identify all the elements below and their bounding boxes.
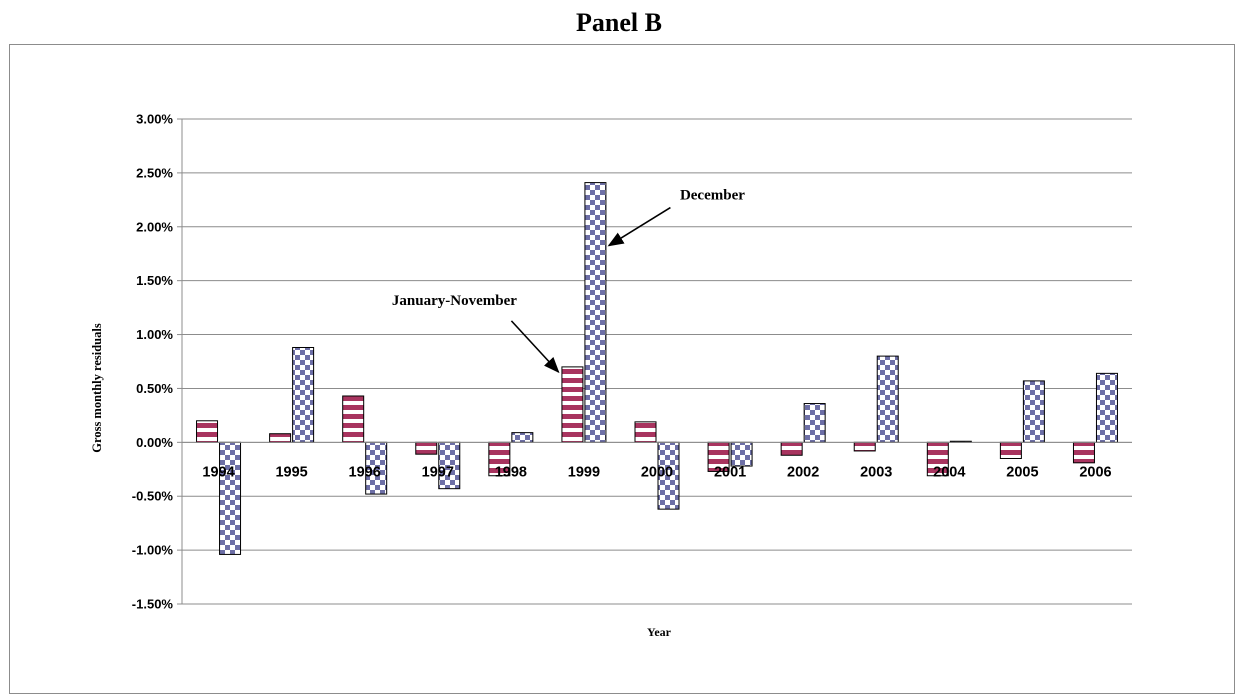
bar-december-2001 — [730, 441, 753, 467]
x-tick-label: 2005 — [1006, 464, 1038, 480]
bar-jan-nov-2002 — [780, 441, 803, 456]
bar-december-2005 — [1022, 380, 1045, 443]
bar-december-1994 — [219, 441, 242, 555]
y-tick-label: 2.50% — [136, 165, 173, 180]
bar-december-1998 — [511, 432, 534, 443]
bar-jan-nov-1996 — [342, 395, 365, 443]
bar-december-2002 — [803, 403, 826, 443]
bar-december-2003 — [876, 355, 899, 443]
x-tick-label: 2006 — [1079, 464, 1111, 480]
y-tick-label: 0.50% — [136, 381, 173, 396]
gridlines — [177, 118, 1132, 605]
x-tick-label: 2001 — [714, 464, 746, 480]
chart-title: Panel B — [576, 8, 662, 37]
tick-labels: -1.50% -1.00% -0.50% 0.00% 0.50% 1.00% 1.50% 2.… — [132, 112, 1112, 612]
annotation-label: December — [680, 188, 745, 204]
annotations: December January-November — [392, 188, 745, 374]
bar-jan-nov-2005 — [999, 441, 1022, 460]
bar-jan-nov-2003 — [853, 441, 876, 452]
bar-jan-nov-1999 — [561, 366, 584, 443]
y-tick-label: 1.50% — [136, 273, 173, 288]
x-tick-label: 1999 — [568, 464, 600, 480]
bar-jan-nov-1995 — [269, 433, 292, 443]
y-axis-title: Gross monthly residuals — [90, 323, 104, 453]
x-tick-label: 2000 — [641, 464, 673, 480]
y-tick-label: 1.00% — [136, 327, 173, 342]
bar-december-2006 — [1095, 372, 1118, 443]
x-tick-label: 2003 — [860, 464, 892, 480]
bar-jan-nov-2006 — [1072, 441, 1095, 464]
y-tick-label: -1.00% — [132, 543, 174, 558]
bar-december-1995 — [292, 346, 315, 443]
annotation-label: January-November — [392, 293, 517, 309]
bars — [182, 182, 1132, 555]
y-tick-label: 0.00% — [136, 435, 173, 450]
bar-jan-nov-1997 — [415, 441, 438, 455]
x-tick-label: 1996 — [349, 464, 381, 480]
y-tick-label: -0.50% — [132, 489, 174, 504]
x-tick-label: 2002 — [787, 464, 819, 480]
x-tick-label: 1997 — [422, 464, 454, 480]
x-axis-title: Year — [647, 625, 672, 639]
bar-jan-nov-1994 — [196, 420, 219, 443]
x-tick-label: 1995 — [275, 464, 307, 480]
y-tick-label: -1.50% — [132, 597, 174, 612]
y-tick-label: 3.00% — [136, 112, 173, 127]
bar-jan-nov-2000 — [634, 421, 657, 443]
y-tick-label: 2.00% — [136, 219, 173, 234]
bar-december-1999 — [584, 182, 607, 443]
annotation-arrow — [607, 206, 671, 247]
x-tick-label: 2004 — [933, 464, 965, 480]
x-tick-label: 1998 — [495, 464, 527, 480]
annotation-arrow — [510, 320, 560, 374]
x-tick-label: 1994 — [202, 464, 234, 480]
